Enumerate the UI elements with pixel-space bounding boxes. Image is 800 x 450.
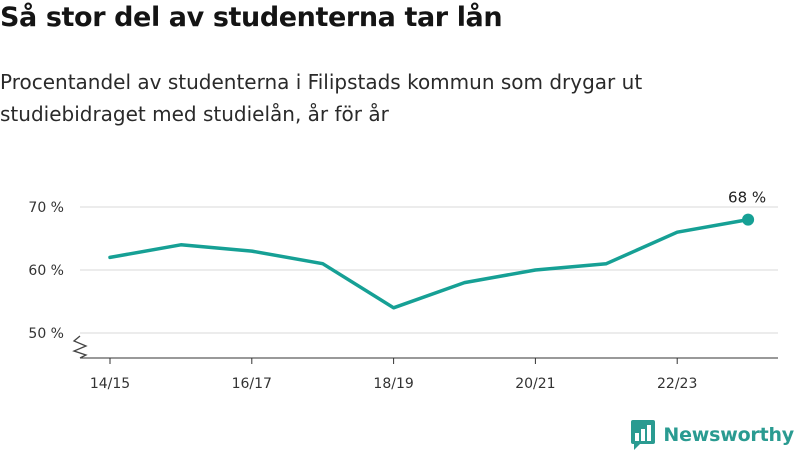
x-tick-label: 14/15 (90, 376, 130, 392)
brand-name: Newsworthy (663, 424, 794, 446)
y-tick-label: 70 % (28, 200, 64, 216)
chart-title: Så stor del av studenterna tar lån (0, 2, 503, 33)
y-tick-label: 60 % (28, 263, 64, 279)
x-tick-label: 22/23 (657, 376, 697, 392)
x-axis (72, 335, 778, 364)
bar-chart-bubble-icon (631, 420, 656, 450)
x-axis-labels: 14/15 16/17 18/19 20/21 22/23 (90, 376, 698, 392)
x-tick-label: 18/19 (373, 376, 413, 392)
x-tick-label: 20/21 (515, 376, 555, 392)
series-line (108, 217, 750, 310)
y-tick-label: 50 % (28, 326, 64, 342)
series-layer (108, 213, 755, 310)
y-axis: 50 % 60 % 70 % (28, 200, 64, 342)
brand: Newsworthy (631, 419, 794, 450)
annotations: 68 % (728, 189, 766, 207)
axis-break-mark (72, 335, 88, 359)
x-tick-label: 16/17 (232, 376, 272, 392)
last-data-point (742, 213, 755, 226)
chart-subtitle: Procentandel av studenterna i Filipstads… (0, 70, 643, 126)
last-value-label: 68 % (728, 189, 766, 207)
grid-lines (80, 206, 778, 334)
